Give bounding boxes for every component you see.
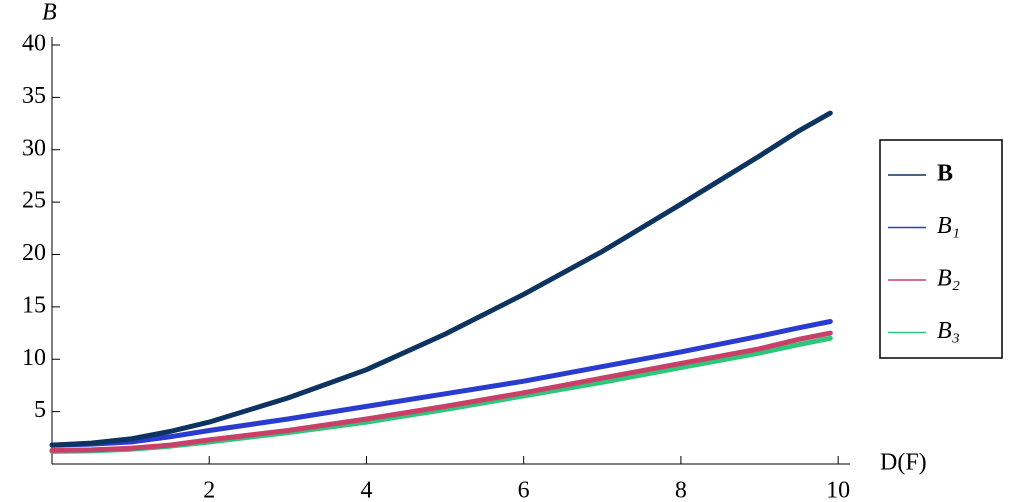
legend-label: B₁	[937, 213, 960, 239]
y-tick-label: 5	[34, 397, 46, 423]
y-tick-label: 15	[22, 292, 46, 318]
x-tick-label: 2	[203, 478, 215, 502]
x-tick-label: 8	[675, 478, 687, 502]
series-line	[49, 330, 833, 453]
legend-label: B₂	[937, 266, 960, 292]
legend-label: B₃	[937, 318, 960, 344]
y-tick-label: 35	[22, 83, 46, 109]
legend-box	[879, 139, 1003, 359]
y-tick-label: 25	[22, 188, 46, 214]
x-tick-label: 6	[518, 478, 530, 502]
y-tick-label: 30	[22, 135, 46, 161]
y-tick-label: 20	[22, 240, 46, 266]
x-tick-label: 4	[360, 478, 372, 502]
x-axis-label: D(F)	[880, 450, 927, 476]
y-axis-label: B	[42, 0, 57, 26]
x-tick-label: 10	[826, 478, 850, 502]
y-tick-label: 10	[22, 345, 46, 371]
series-line	[49, 319, 833, 448]
y-tick-label: 40	[22, 31, 46, 57]
series-line	[49, 110, 833, 448]
legend-label: B	[937, 161, 953, 187]
